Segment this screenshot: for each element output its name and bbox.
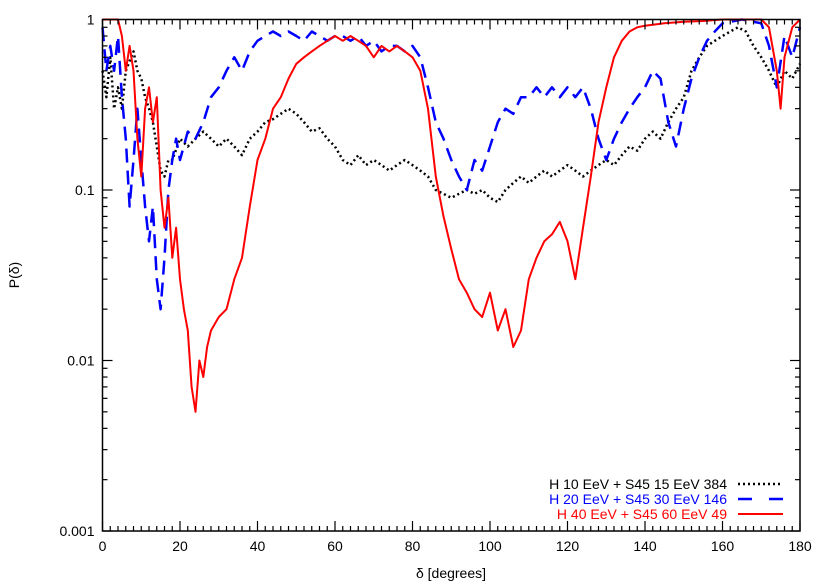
- x-tick-label: 100: [478, 538, 502, 554]
- x-axis-label: δ [degrees]: [416, 565, 486, 581]
- y-tick-label: 0.01: [67, 353, 94, 369]
- x-tick-label: 140: [633, 538, 657, 554]
- legend-entry: H 20 EeV + S45 30 EeV 146: [549, 491, 727, 507]
- x-tick-label: 60: [327, 538, 343, 554]
- y-tick-label: 0.1: [75, 182, 95, 198]
- axis-ticks: 0 20 40 60 80 100 120 140 160 180 0.001 0.01 0.1 1: [59, 12, 811, 555]
- series-layer: [101, 18, 802, 413]
- x-tick-label: 0: [99, 538, 107, 554]
- plot-frame: [101, 18, 801, 532]
- legend-entry: H 40 EeV + S45 60 EeV 49: [557, 506, 727, 522]
- y-tick-label: 0.001: [59, 523, 94, 539]
- legend-entry: H 10 EeV + S45 15 EeV 384: [549, 476, 727, 492]
- y-axis-label: P(δ): [6, 262, 22, 288]
- series-line: [102, 18, 801, 413]
- x-tick-label: 20: [172, 538, 188, 554]
- x-tick-label: 80: [405, 538, 421, 554]
- x-tick-label: 40: [250, 538, 266, 554]
- x-tick-label: 160: [711, 538, 735, 554]
- y-tick-label: 1: [87, 12, 95, 28]
- x-tick-label: 120: [556, 538, 580, 554]
- series-line: [101, 26, 802, 204]
- x-tick-label: 180: [788, 538, 812, 554]
